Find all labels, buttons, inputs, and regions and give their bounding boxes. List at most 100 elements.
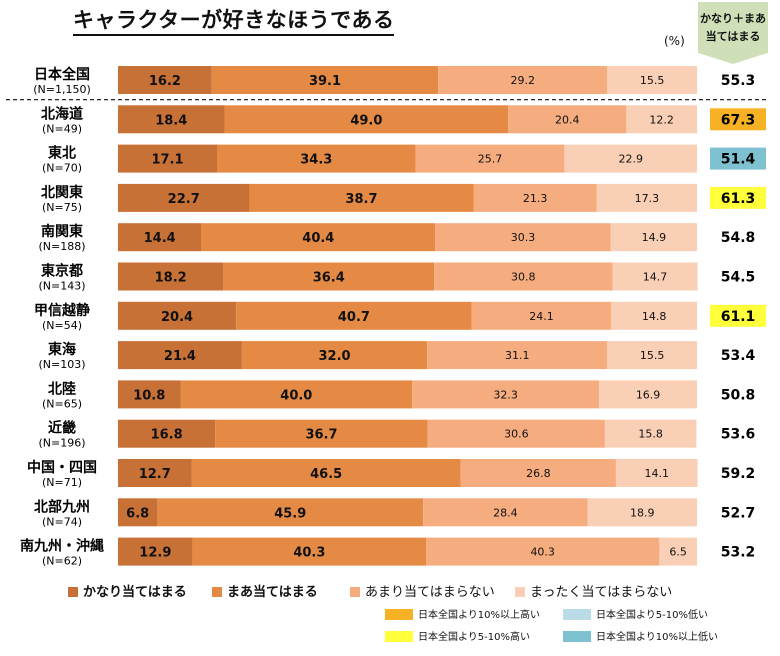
- data-label-kanari-11: 6.8: [126, 506, 149, 521]
- bar-mattaku-4: [610, 223, 697, 252]
- bar-maa-11: [157, 498, 424, 527]
- category-label-2: 東北: [48, 145, 76, 162]
- data-label-amari-9: 30.6: [504, 428, 529, 441]
- total-value-2: 51.4: [721, 152, 756, 168]
- legend-swatch-amari: [350, 587, 360, 597]
- comparison-swatch-low10: [563, 631, 591, 642]
- bar-mattaku-6: [611, 301, 697, 330]
- data-label-mattaku-2: 22.9: [618, 153, 643, 166]
- legend-item-kanari: かなり当てはまる: [68, 581, 187, 600]
- bar-maa-4: [201, 223, 436, 252]
- category-label-10: 中国・四国: [27, 459, 97, 476]
- bar-amari-10: [460, 459, 616, 487]
- sample-size-4: (N=188): [38, 240, 85, 253]
- data-label-kanari-1: 18.4: [155, 113, 187, 128]
- legend-label-amari: あまり当てはまらない: [365, 585, 495, 600]
- category-label-11: 北部九州: [34, 498, 90, 515]
- comparison-label-low5: 日本全国より5-10%低い: [596, 610, 708, 621]
- bar-kanari-7: [118, 341, 242, 370]
- sample-size-9: (N=196): [38, 437, 85, 450]
- sample-size-1: (N=49): [42, 122, 82, 135]
- bar-maa-6: [236, 301, 472, 330]
- data-label-kanari-5: 18.2: [155, 271, 187, 286]
- bar-mattaku-3: [596, 183, 697, 212]
- data-label-amari-6: 24.1: [529, 310, 554, 323]
- total-value-0: 55.3: [721, 73, 756, 89]
- comparison-swatch-high10: [385, 609, 413, 620]
- data-label-kanari-8: 10.8: [133, 388, 165, 403]
- data-label-kanari-2: 17.1: [151, 153, 183, 168]
- bar-kanari-10: [118, 459, 192, 487]
- total-value-12: 53.2: [721, 545, 756, 561]
- category-label-12: 南九州・沖縄: [20, 538, 104, 555]
- total-value-11: 52.7: [721, 505, 756, 521]
- data-label-maa-7: 32.0: [319, 349, 351, 364]
- legend-label-kanari: かなり当てはまる: [83, 585, 187, 600]
- data-label-maa-12: 40.3: [293, 546, 325, 561]
- total-value-8: 50.8: [721, 387, 756, 403]
- bar-maa-10: [191, 459, 461, 487]
- data-label-maa-5: 36.4: [313, 271, 345, 286]
- bar-mattaku-8: [599, 380, 697, 409]
- comparison-legend-high5: 日本全国より5-10%高い: [385, 628, 530, 643]
- category-label-8: 北陸: [48, 380, 76, 397]
- total-value-10: 59.2: [721, 466, 756, 482]
- data-label-amari-12: 40.3: [530, 546, 555, 559]
- legend-label-mattaku: まったく当てはまらない: [530, 585, 673, 600]
- bar-mattaku-0: [607, 66, 697, 94]
- data-label-maa-8: 40.0: [280, 388, 312, 403]
- data-label-kanari-0: 16.2: [149, 74, 181, 89]
- bar-kanari-0: [118, 66, 212, 94]
- bar-kanari-4: [118, 223, 202, 252]
- sample-size-12: (N=62): [42, 555, 82, 568]
- bar-mattaku-9: [604, 419, 697, 448]
- bar-amari-11: [423, 498, 588, 527]
- data-label-mattaku-9: 15.8: [638, 428, 663, 441]
- data-label-amari-0: 29.2: [510, 74, 535, 87]
- summary-header-line2: 当てはまる: [705, 30, 761, 43]
- bar-kanari-6: [118, 301, 237, 330]
- bar-maa-5: [223, 262, 435, 291]
- data-label-maa-0: 39.1: [309, 74, 341, 89]
- bar-mattaku-7: [607, 341, 697, 370]
- summary-column-header: かなり＋まあ 当てはまる: [698, 2, 768, 64]
- sample-size-6: (N=54): [42, 319, 82, 332]
- comparison-label-low10: 日本全国より10%以上低い: [596, 632, 719, 643]
- data-label-amari-3: 21.3: [523, 192, 548, 205]
- data-label-mattaku-11: 18.9: [630, 506, 655, 519]
- legend-label-maa: まあ当てはまる: [227, 585, 318, 600]
- bar-mattaku-12: [659, 537, 697, 566]
- total-highlight-2: [710, 147, 766, 170]
- total-value-1: 67.3: [721, 112, 756, 128]
- data-label-mattaku-7: 15.5: [640, 349, 665, 362]
- category-label-4: 南関東: [41, 223, 83, 240]
- comparison-legend-high10: 日本全国より10%以上高い: [385, 606, 540, 621]
- bar-maa-1: [224, 105, 509, 134]
- total-value-4: 54.8: [721, 230, 756, 246]
- data-label-mattaku-8: 16.9: [636, 388, 661, 401]
- sample-size-11: (N=74): [42, 515, 82, 528]
- data-label-amari-10: 26.8: [526, 467, 551, 480]
- data-label-kanari-7: 21.4: [164, 349, 196, 364]
- total-value-5: 54.5: [721, 270, 756, 286]
- total-highlight-3: [710, 186, 766, 209]
- bar-amari-12: [426, 537, 660, 566]
- bar-maa-3: [249, 183, 474, 212]
- data-label-maa-11: 45.9: [274, 506, 306, 521]
- data-label-amari-4: 30.3: [511, 231, 536, 244]
- total-value-3: 61.3: [721, 191, 756, 207]
- bar-mattaku-5: [612, 262, 698, 291]
- category-label-0: 日本全国: [34, 66, 90, 83]
- data-label-maa-4: 40.4: [302, 231, 334, 246]
- data-label-kanari-12: 12.9: [139, 546, 171, 561]
- data-label-mattaku-6: 14.8: [642, 310, 667, 323]
- bar-maa-7: [241, 341, 428, 370]
- category-label-3: 北関東: [41, 184, 83, 201]
- summary-header-line1: かなり＋まあ: [700, 12, 766, 25]
- total-value-6: 61.1: [721, 309, 756, 325]
- data-label-amari-11: 28.4: [493, 506, 518, 519]
- data-label-maa-9: 36.7: [305, 428, 337, 443]
- data-label-kanari-6: 20.4: [161, 310, 193, 325]
- data-label-kanari-10: 12.7: [139, 467, 171, 482]
